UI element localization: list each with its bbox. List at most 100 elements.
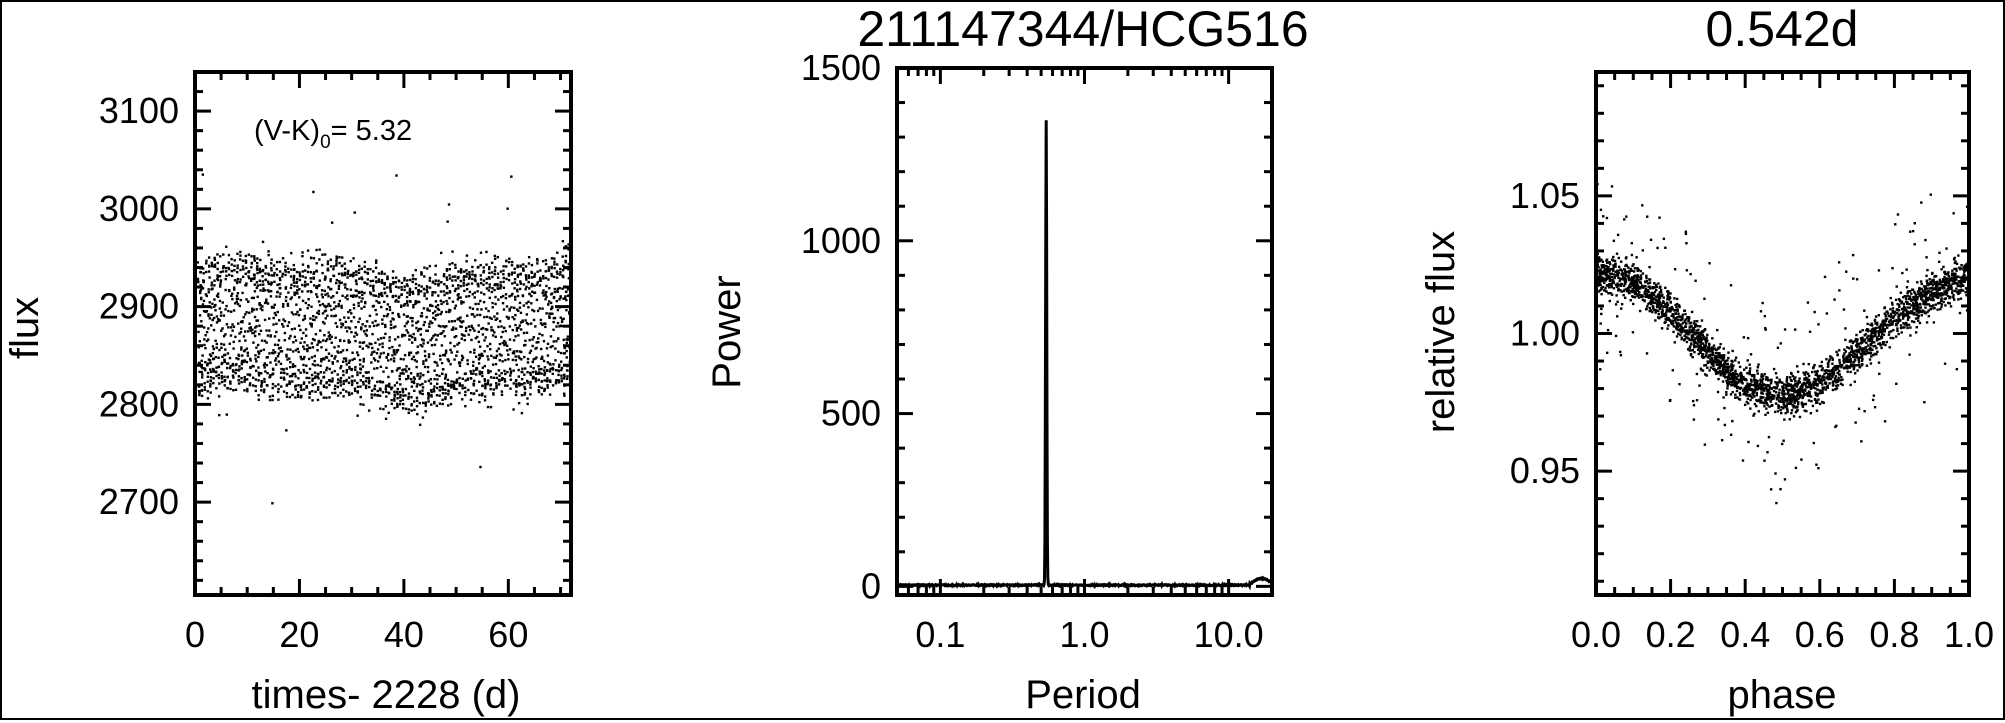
data-point [418,284,420,286]
data-point [1952,294,1954,296]
data-point [447,385,449,387]
data-point [1740,372,1742,374]
data-point [1672,316,1674,318]
data-point [1874,319,1876,321]
data-point [452,276,454,278]
data-point [330,309,332,311]
data-point [1776,384,1778,386]
data-point [1835,425,1837,427]
data-point [1723,347,1725,349]
data-point [424,350,426,352]
data-point [1889,337,1891,339]
data-point [1863,309,1865,311]
data-point [378,278,380,280]
data-point [386,308,388,310]
data-point [427,341,429,343]
data-point [1669,399,1671,401]
data-point [299,279,301,281]
data-point [200,297,202,299]
data-point [1646,305,1648,307]
data-point [523,374,525,376]
data-point [1650,239,1652,241]
data-point [289,348,291,350]
data-point [268,283,270,285]
data-point [388,386,390,388]
data-point [225,305,227,307]
data-point [565,350,567,352]
data-point [1602,264,1604,266]
data-point [277,344,279,346]
data-point [1926,269,1928,271]
data-point [210,284,212,286]
data-point [374,393,376,395]
data-point [395,286,397,288]
data-point [254,358,256,360]
data-point [435,265,437,267]
data-point [350,320,352,322]
data-point [449,268,451,270]
data-point [1672,369,1674,371]
data-point [376,367,378,369]
data-point [1727,363,1729,365]
data-point [486,278,488,280]
data-point [1946,278,1948,280]
data-point [546,369,548,371]
data-point [1916,281,1918,283]
data-point [467,283,469,285]
data-point [1792,385,1794,387]
data-point [247,352,249,354]
data-point [252,341,254,343]
data-point [394,395,396,397]
data-point [385,405,387,407]
data-point [434,283,436,285]
data-point [1710,366,1712,368]
data-point [1641,204,1643,206]
data-point [527,361,529,363]
data-point [1849,384,1851,386]
data-point [406,300,408,302]
data-point [414,278,416,280]
data-point [469,306,471,308]
data-point [1749,407,1751,409]
data-point [503,327,505,329]
data-point [345,360,347,362]
data-point [1835,385,1837,387]
data-point [365,377,367,379]
data-point [383,287,385,289]
data-point [288,357,290,359]
data-point [281,275,283,277]
data-point [468,333,470,335]
data-point [502,281,504,283]
data-point [251,328,253,330]
data-point [404,325,406,327]
data-point [1633,270,1635,272]
data-point [255,378,257,380]
data-point [394,295,396,297]
data-point [1878,326,1880,328]
data-point [1696,399,1698,401]
data-point [230,311,232,313]
data-point [267,302,269,304]
data-point [293,281,295,283]
data-point [438,375,440,377]
data-point [201,354,203,356]
data-point [1760,381,1762,383]
data-point [304,269,306,271]
data-point [1620,290,1622,292]
data-point [402,372,404,374]
data-point [527,306,529,308]
data-point [318,248,320,250]
data-point [207,397,209,399]
data-point [277,391,279,393]
data-point [1951,292,1953,294]
data-point [1671,307,1673,309]
data-point [306,350,308,352]
data-point [1768,436,1770,438]
data-point [496,312,498,314]
data-point [264,366,266,368]
data-point [344,268,346,270]
data-point [424,366,426,368]
data-point [505,265,507,267]
data-point [1799,416,1801,418]
data-point [1625,278,1627,280]
